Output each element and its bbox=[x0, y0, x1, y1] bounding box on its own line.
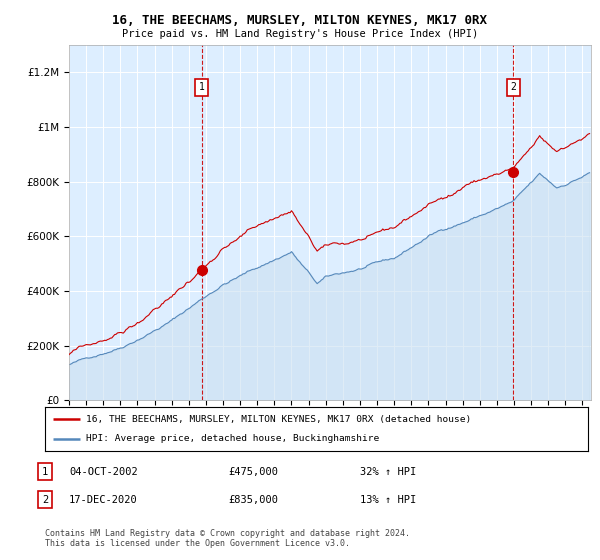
Text: 13% ↑ HPI: 13% ↑ HPI bbox=[360, 494, 416, 505]
Text: 17-DEC-2020: 17-DEC-2020 bbox=[69, 494, 138, 505]
Text: 04-OCT-2002: 04-OCT-2002 bbox=[69, 466, 138, 477]
Text: £475,000: £475,000 bbox=[228, 466, 278, 477]
Text: 1: 1 bbox=[42, 466, 48, 477]
Text: 2: 2 bbox=[42, 494, 48, 505]
Text: 16, THE BEECHAMS, MURSLEY, MILTON KEYNES, MK17 0RX: 16, THE BEECHAMS, MURSLEY, MILTON KEYNES… bbox=[113, 14, 487, 27]
Text: £835,000: £835,000 bbox=[228, 494, 278, 505]
Text: 16, THE BEECHAMS, MURSLEY, MILTON KEYNES, MK17 0RX (detached house): 16, THE BEECHAMS, MURSLEY, MILTON KEYNES… bbox=[86, 415, 471, 424]
Text: 1: 1 bbox=[199, 82, 205, 92]
Text: 2: 2 bbox=[511, 82, 516, 92]
Text: Price paid vs. HM Land Registry's House Price Index (HPI): Price paid vs. HM Land Registry's House … bbox=[122, 29, 478, 39]
Text: 32% ↑ HPI: 32% ↑ HPI bbox=[360, 466, 416, 477]
Text: Contains HM Land Registry data © Crown copyright and database right 2024.
This d: Contains HM Land Registry data © Crown c… bbox=[45, 529, 410, 548]
Text: HPI: Average price, detached house, Buckinghamshire: HPI: Average price, detached house, Buck… bbox=[86, 434, 379, 443]
